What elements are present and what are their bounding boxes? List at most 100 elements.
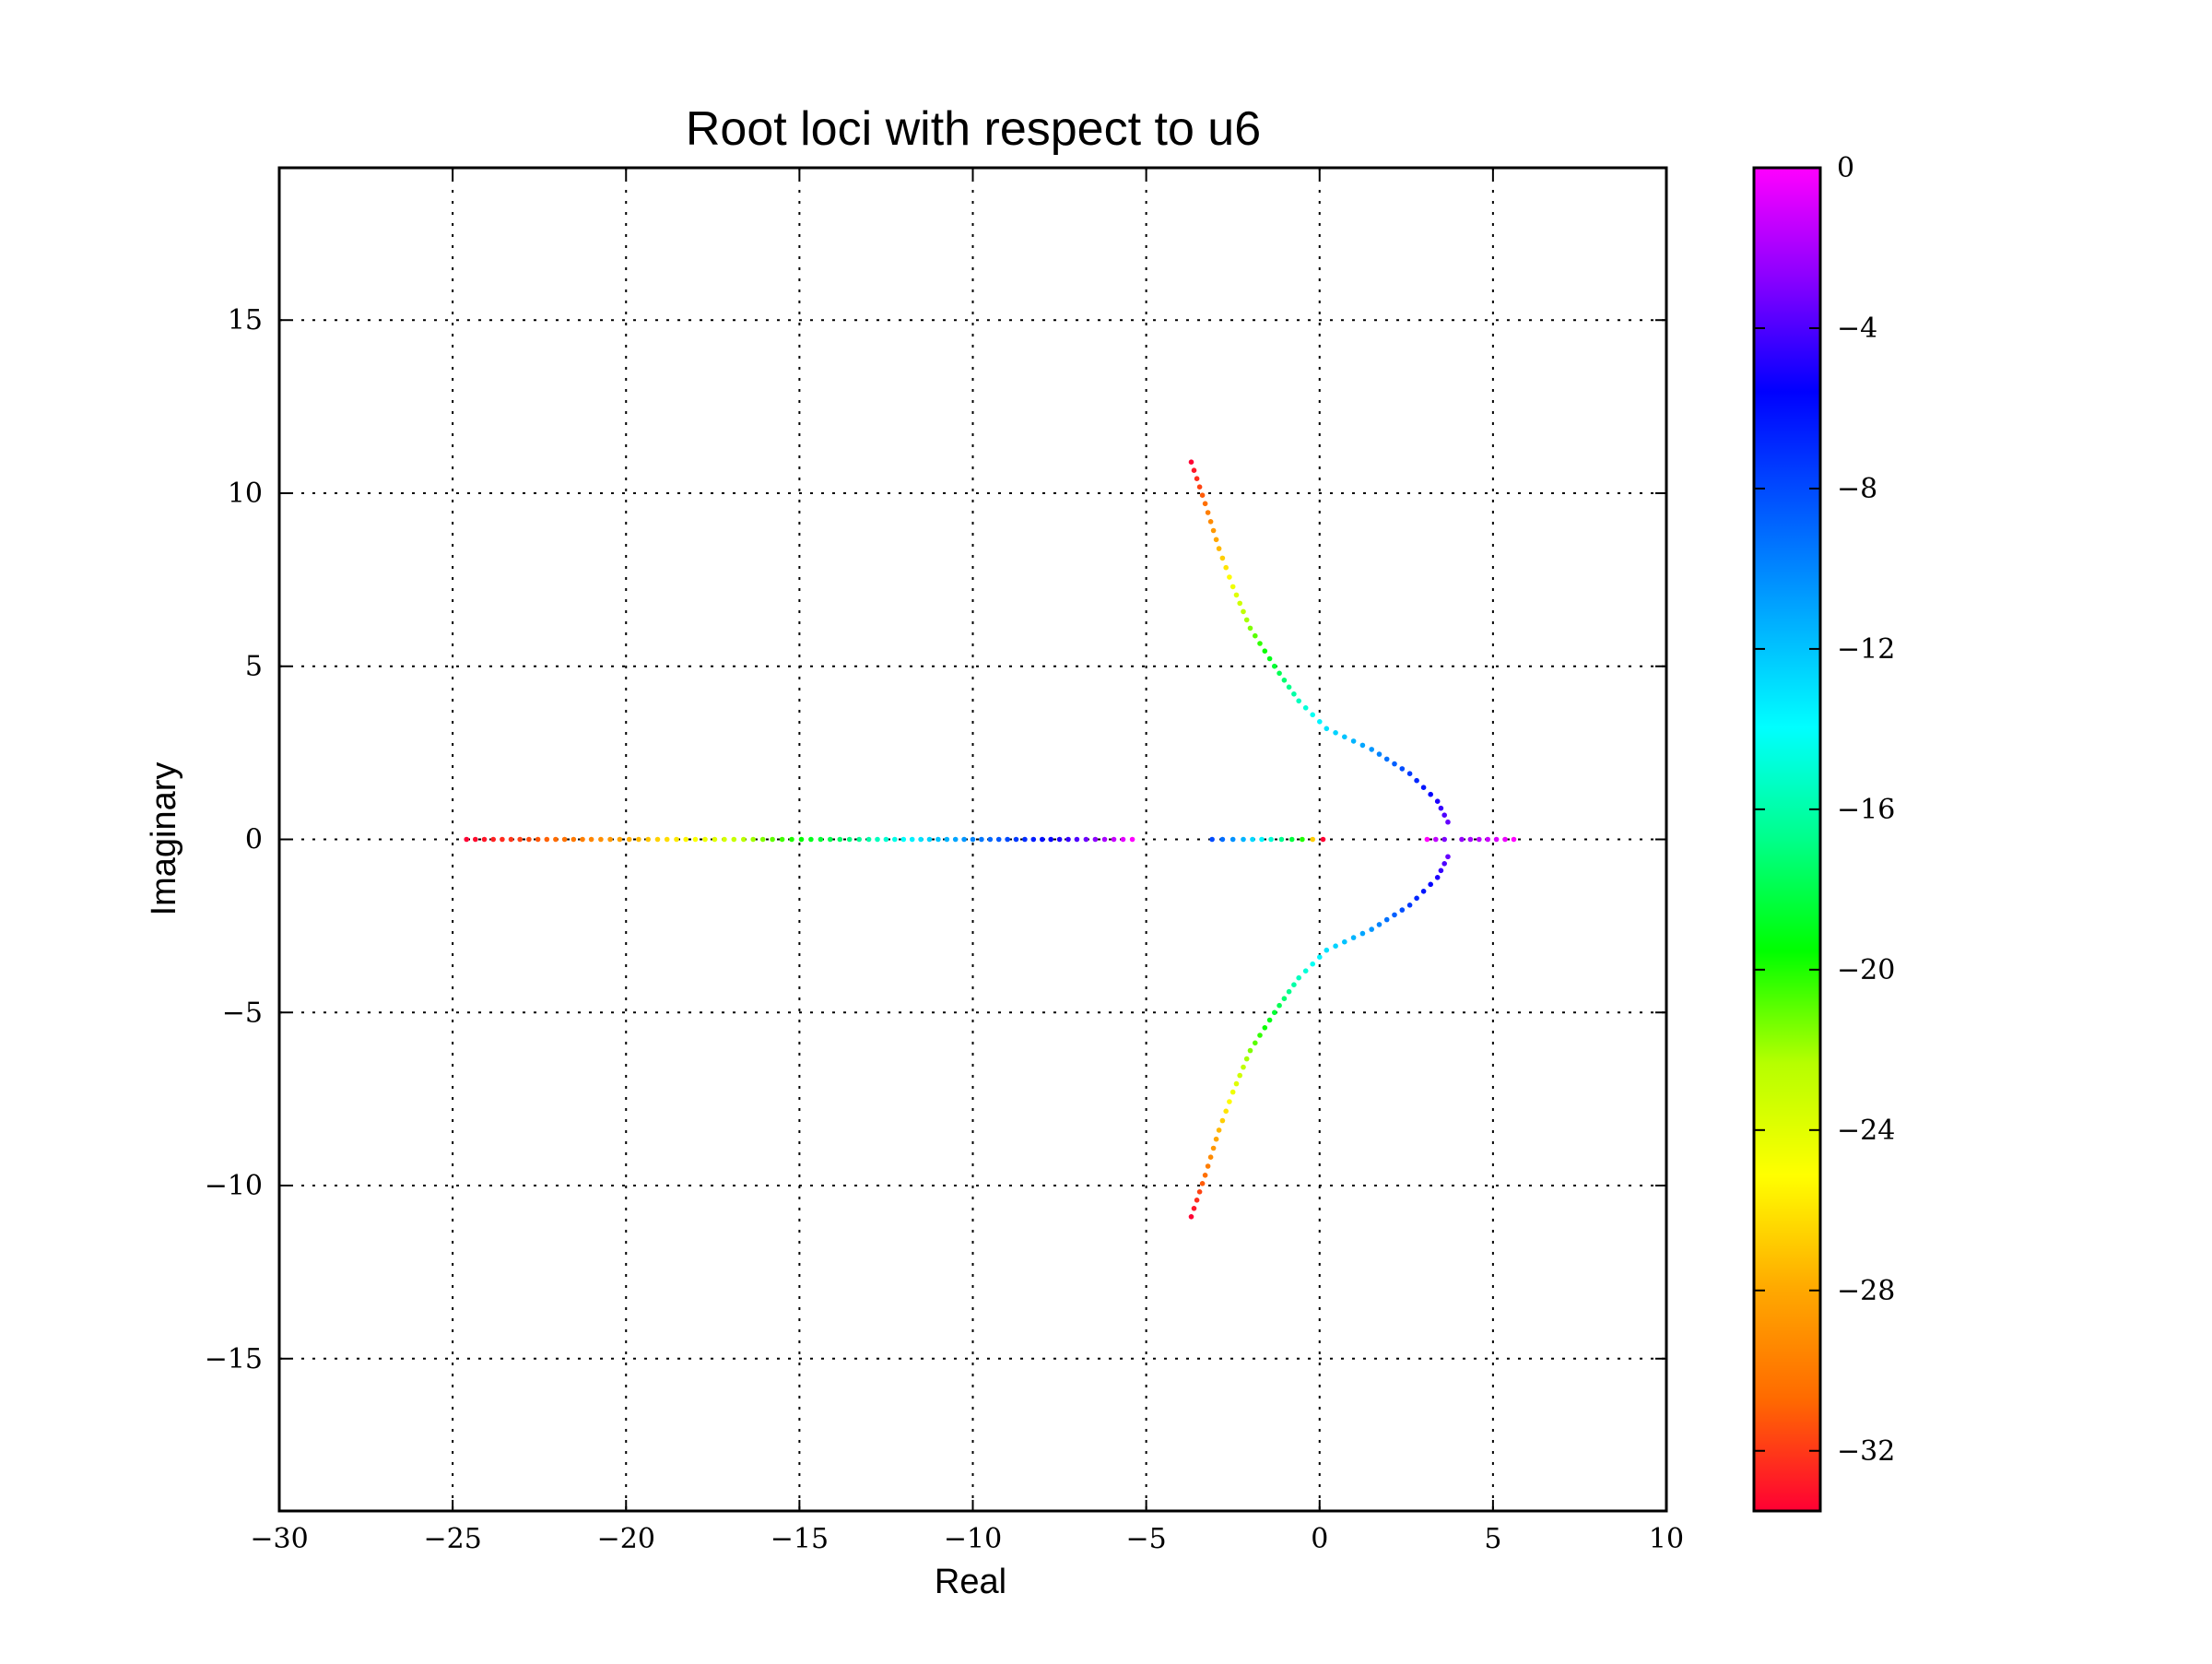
locus-point [1259, 836, 1265, 843]
y-axis-label: Imaginary [145, 762, 183, 916]
locus-point [1414, 895, 1419, 902]
x-tick-label: −25 [423, 1523, 481, 1555]
locus-point [1369, 926, 1374, 932]
locus-point [918, 836, 924, 843]
locus-point [636, 836, 641, 843]
locus-point [1207, 1154, 1214, 1160]
locus-point [1250, 836, 1255, 843]
locus-point [571, 836, 577, 843]
locus-point [1459, 836, 1465, 843]
locus-point [1350, 935, 1357, 940]
locus-point [1205, 1163, 1211, 1169]
locus-point [500, 836, 505, 843]
locus-point [1310, 961, 1315, 967]
locus-point [1281, 678, 1288, 683]
x-tick-label: −20 [597, 1523, 655, 1555]
locus-point [1230, 584, 1236, 590]
locus-point [1219, 1117, 1226, 1124]
locus-point [1342, 938, 1347, 945]
locus-point [1369, 747, 1374, 752]
locus-point [987, 836, 994, 843]
locus-point [1202, 1173, 1208, 1178]
locus-point [1219, 555, 1226, 561]
x-tick-label: −5 [1126, 1523, 1167, 1555]
locus-point [1048, 836, 1053, 843]
locus-point [692, 836, 699, 843]
locus-point [654, 836, 661, 843]
locus-point [1040, 836, 1045, 843]
locus-point [1376, 751, 1382, 757]
locus-point [1424, 836, 1430, 843]
locus-point [1074, 836, 1080, 843]
colorbar-tick-label: −20 [1837, 954, 1895, 986]
locus-point [1438, 867, 1444, 874]
locus-point [1296, 974, 1301, 981]
locus-point [856, 836, 862, 843]
locus-point [1092, 836, 1099, 843]
locus-point [1188, 459, 1194, 466]
locus-point [1383, 756, 1390, 762]
locus-point [1065, 836, 1071, 843]
locus-point [1350, 738, 1357, 744]
locus-point [1272, 1009, 1277, 1016]
locus-point [1233, 1080, 1240, 1087]
locus-point [473, 836, 478, 843]
locus-point [808, 836, 814, 843]
locus-point [1199, 492, 1206, 498]
locus-point [1441, 861, 1447, 867]
locus-point [1219, 836, 1226, 843]
locus-point [712, 836, 718, 843]
locus-point [1414, 777, 1419, 784]
locus-point [1433, 836, 1439, 843]
locus-point [1191, 467, 1197, 473]
locus-point [1216, 1127, 1222, 1133]
locus-point [1223, 1108, 1229, 1115]
locus-point [865, 836, 872, 843]
locus-point [731, 836, 737, 843]
locus-point [883, 836, 889, 843]
locus-point [1420, 889, 1427, 894]
y-tick-label: 0 [245, 824, 263, 856]
locus-point [1210, 1145, 1217, 1151]
locus-point [1257, 1033, 1263, 1038]
locus-point [818, 836, 824, 843]
locus-point [1317, 954, 1323, 960]
locus-point [544, 836, 550, 843]
locus-point [1213, 537, 1219, 543]
locus-point [1376, 922, 1382, 927]
locus-point [535, 836, 541, 843]
chart-title: Root loci with respect to u6 [686, 102, 1261, 156]
locus-point [1230, 836, 1236, 843]
locus-point [1434, 875, 1441, 880]
x-tick-label: 0 [1311, 1523, 1328, 1555]
locus-point [1428, 881, 1433, 888]
locus-point [1333, 730, 1338, 736]
x-tick-label: −30 [250, 1523, 308, 1555]
locus-point [1477, 836, 1482, 843]
locus-point [1268, 836, 1274, 843]
locus-point [1333, 943, 1338, 949]
locus-point [1281, 996, 1288, 1001]
locus-point [1288, 836, 1295, 843]
locus-point [789, 836, 794, 843]
ticks-layer: −30 −25 −20 −15 −10 −5 0 5 10 15 10 5 0 −5 −10 −15 [205, 168, 1684, 1555]
x-tick-label: −15 [771, 1523, 829, 1555]
locus-point [1320, 836, 1326, 843]
locus-point [1467, 836, 1474, 843]
locus-point [1286, 684, 1292, 690]
locus-point [1005, 836, 1010, 843]
locus-point [1223, 564, 1229, 571]
locus-point [1216, 546, 1222, 551]
locus-point [1324, 947, 1330, 953]
locus-point [837, 836, 843, 843]
locus-point [464, 836, 470, 843]
locus-point [1120, 836, 1126, 843]
locus-point [1243, 1056, 1250, 1062]
locus-point [1205, 510, 1211, 515]
locus-point [1485, 836, 1490, 843]
locus-point [1213, 1136, 1219, 1142]
locus-point [674, 836, 679, 843]
locus-point [1278, 836, 1285, 843]
